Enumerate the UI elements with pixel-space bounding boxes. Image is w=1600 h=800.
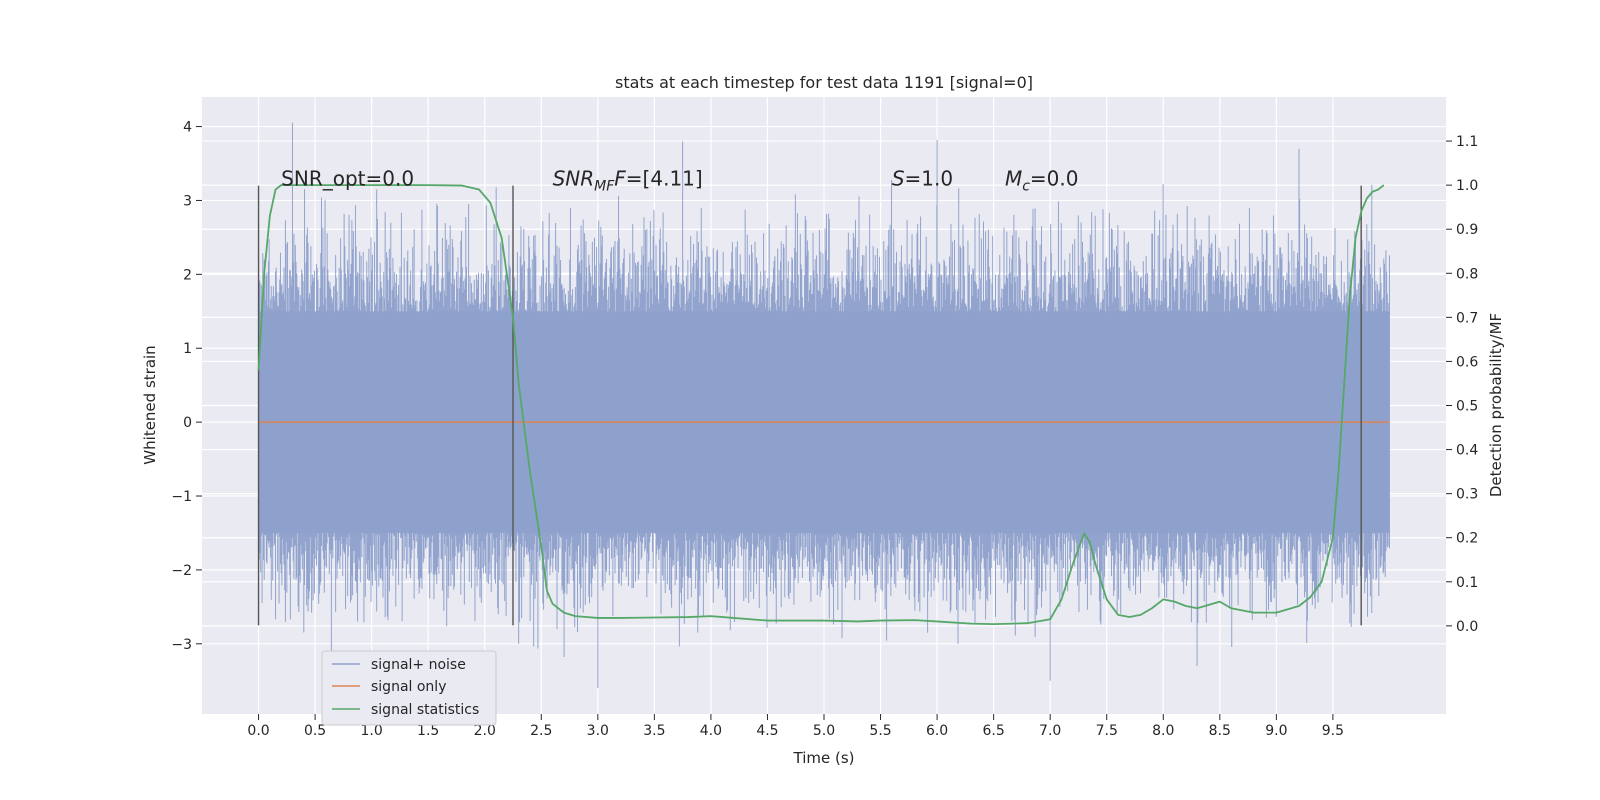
- y-right-tick-label: 0.1: [1456, 575, 1478, 591]
- legend-label-signal-noise: signal+ noise: [371, 657, 466, 673]
- x-tick-label: 1.5: [417, 723, 439, 739]
- y-left-tick-label: 1: [183, 341, 192, 357]
- y-left-tick-label: 2: [183, 267, 192, 283]
- annotations: SNR_opt=0.0 SNRMFF=[4.11] S=1.0 Mc=0.0: [281, 166, 1078, 194]
- x-tick-label: 8.0: [1152, 723, 1174, 739]
- y-right-tick-label: 0.4: [1456, 443, 1478, 459]
- y-right-tick-label: 0.2: [1456, 531, 1478, 547]
- y-right-tick-label: 0.7: [1456, 310, 1478, 326]
- y-axis-label-right: Detection probability/MF: [1487, 313, 1505, 497]
- annotation-mc: Mc=0.0: [1005, 166, 1079, 194]
- x-tick-label: 2.0: [474, 723, 496, 739]
- vertical-markers: [257, 185, 1362, 626]
- x-tick-label: 5.0: [813, 723, 835, 739]
- tick-labels: 0.0 0.5 1.0 1.5 2.0 2.5 3.0 3.5 4.0 4.5 5.0 5.5 6.0 6…: [171, 120, 1478, 739]
- x-tick-label: 6.5: [983, 723, 1005, 739]
- y-left-tick-label: 4: [183, 120, 192, 136]
- legend: signal+ noise signal only signal statist…: [321, 650, 497, 726]
- y-left-tick-label: −3: [171, 637, 192, 653]
- series-signal-statistics: [257, 184, 1385, 625]
- x-tick-label: 0.5: [304, 723, 326, 739]
- y-right-tick-label: 0.3: [1456, 487, 1478, 503]
- y-right-tick-label: 1.1: [1456, 134, 1478, 150]
- x-tick-label: 4.5: [756, 723, 778, 739]
- x-tick-label: 1.0: [361, 723, 383, 739]
- annotation-snr-mf: SNRMFF=[4.11]: [553, 166, 703, 194]
- legend-label-signal-only: signal only: [371, 679, 446, 695]
- y-right-tick-label: 0.5: [1456, 399, 1478, 415]
- y-right-tick-label: 0.6: [1456, 354, 1478, 370]
- x-tick-label: 4.0: [700, 723, 722, 739]
- x-tick-label: 9.5: [1322, 723, 1344, 739]
- y-right-tick-label: 0.9: [1456, 222, 1478, 238]
- x-tick-label: 8.5: [1209, 723, 1231, 739]
- y-axis-label-left: Whitened strain: [141, 345, 159, 464]
- chart-title: stats at each timestep for test data 119…: [615, 73, 1033, 92]
- x-axis-label: Time (s): [793, 749, 855, 767]
- x-tick-label: 2.5: [530, 723, 552, 739]
- annotation-snr-opt: SNR_opt=0.0: [281, 166, 414, 190]
- x-tick-label: 0.0: [247, 723, 269, 739]
- x-tick-label: 3.5: [643, 723, 665, 739]
- legend-label-signal-statistics: signal statistics: [371, 702, 479, 718]
- x-tick-label: 9.0: [1265, 723, 1287, 739]
- y-left-tick-label: −1: [171, 489, 192, 505]
- y-right-tick-label: 0.0: [1456, 619, 1478, 635]
- annotation-s: S=1.0: [892, 166, 953, 190]
- y-left-tick-label: −2: [171, 563, 192, 579]
- y-left-tick-label: 0: [183, 415, 192, 431]
- x-tick-label: 6.0: [926, 723, 948, 739]
- x-tick-label: 7.0: [1039, 723, 1061, 739]
- signal-statistics-line: [257, 184, 1385, 625]
- x-tick-label: 7.5: [1096, 723, 1118, 739]
- x-tick-label: 3.0: [587, 723, 609, 739]
- legend-box: [321, 650, 497, 726]
- y-right-tick-label: 0.8: [1456, 266, 1478, 282]
- y-right-tick-label: 1.0: [1456, 178, 1478, 194]
- x-tick-label: 5.5: [869, 723, 891, 739]
- y-left-tick-label: 3: [183, 193, 192, 209]
